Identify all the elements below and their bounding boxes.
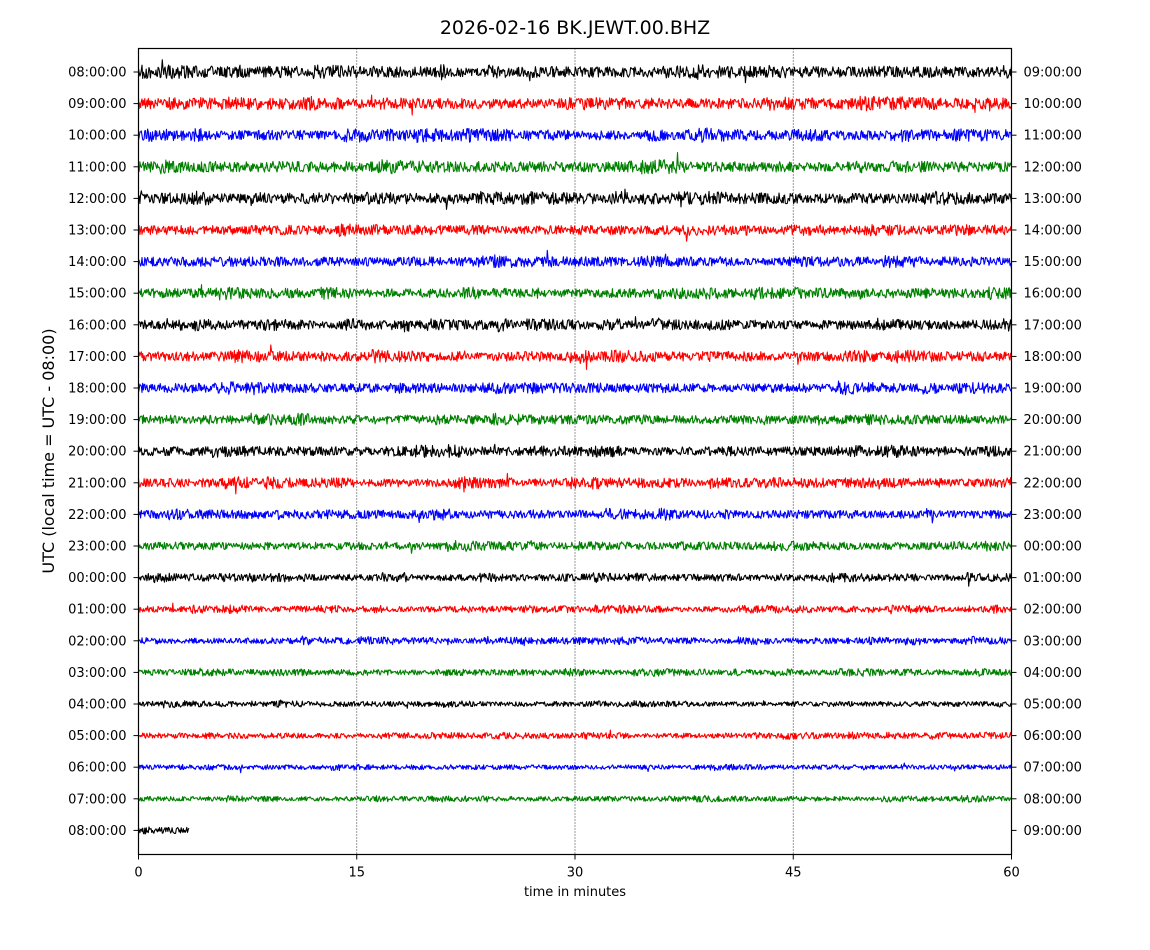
left-tick-label-21: 05:00:00 [68,729,126,744]
trace-2 [137,127,1012,144]
trace-19 [137,667,1012,677]
right-tick-label-23: 08:00:00 [1024,792,1082,807]
x-tick-label-4: 60 [1003,866,1020,881]
right-tick-label-11: 20:00:00 [1024,413,1082,428]
left-tick-label-6: 14:00:00 [68,255,126,270]
left-tick-label-20: 04:00:00 [68,698,126,713]
right-tick-label-16: 01:00:00 [1024,571,1082,586]
right-tick-label-12: 21:00:00 [1024,445,1082,460]
right-tick-label-8: 17:00:00 [1024,318,1082,333]
trace-24 [137,826,190,835]
trace-11 [137,412,1012,427]
trace-23 [137,794,1012,803]
x-tick-label-3: 45 [785,866,802,881]
right-tick-label-24: 09:00:00 [1024,824,1082,839]
right-tick-group: 09:00:00 10:00:00 11:00:00 12:00:00 13:00:00… [1011,66,1082,839]
left-tick-label-3: 11:00:00 [68,160,126,175]
right-tick-label-0: 09:00:00 [1024,66,1082,81]
left-tick-label-7: 15:00:00 [68,287,126,302]
y-axis-label: UTC (local time = UTC - 08:00) [39,328,58,573]
left-tick-label-13: 21:00:00 [68,476,126,491]
left-tick-label-22: 06:00:00 [68,761,126,776]
x-tick-label-1: 15 [348,866,365,881]
left-tick-label-23: 07:00:00 [68,792,126,807]
trace-7 [138,284,1012,301]
trace-1 [137,94,1012,116]
x-axis-label: time in minutes [524,885,626,900]
x-tick-label-2: 30 [567,866,584,881]
left-tick-label-8: 16:00:00 [68,318,126,333]
trace-16 [138,571,1012,587]
left-tick-label-14: 22:00:00 [68,508,126,523]
chart-title: 2026-02-16 BK.JEWT.00.BHZ [440,17,710,39]
x-tick-group: 0 15 30 45 60 [134,854,1020,881]
left-tick-label-24: 08:00:00 [68,824,126,839]
right-tick-label-2: 11:00:00 [1024,129,1082,144]
trace-21 [137,729,1012,740]
right-tick-label-18: 03:00:00 [1024,634,1082,649]
left-tick-label-19: 03:00:00 [68,666,126,681]
right-tick-label-10: 19:00:00 [1024,382,1082,397]
trace-20 [137,699,1012,709]
left-tick-label-10: 18:00:00 [68,382,126,397]
left-tick-label-4: 12:00:00 [68,192,126,207]
right-tick-label-1: 10:00:00 [1024,97,1082,112]
left-tick-label-9: 17:00:00 [68,350,126,365]
trace-group [137,59,1012,835]
trace-0 [137,59,1012,84]
trace-8 [138,316,1012,333]
right-tick-label-7: 16:00:00 [1024,287,1082,302]
left-tick-label-17: 01:00:00 [68,603,126,618]
left-tick-label-11: 19:00:00 [68,413,126,428]
left-tick-group: 08:00:00 09:00:00 10:00:00 11:00:00 12:00:00… [68,66,139,839]
trace-6 [138,249,1012,269]
left-tick-label-15: 23:00:00 [68,540,126,555]
right-tick-label-4: 13:00:00 [1024,192,1082,207]
right-tick-label-6: 15:00:00 [1024,255,1082,270]
right-tick-label-22: 07:00:00 [1024,761,1082,776]
left-tick-label-12: 20:00:00 [68,445,126,460]
trace-17 [137,602,1012,615]
right-tick-label-13: 22:00:00 [1024,476,1082,491]
left-tick-label-16: 00:00:00 [68,571,126,586]
trace-14 [138,507,1012,524]
right-tick-label-21: 06:00:00 [1024,729,1082,744]
right-tick-label-15: 00:00:00 [1024,540,1082,555]
trace-5 [137,223,1012,242]
right-tick-label-9: 18:00:00 [1024,350,1082,365]
trace-18 [138,635,1012,647]
trace-15 [137,539,1012,554]
trace-10 [137,380,1012,396]
trace-4 [138,188,1012,210]
left-tick-label-2: 10:00:00 [68,129,126,144]
right-tick-label-3: 12:00:00 [1024,160,1082,175]
trace-3 [137,151,1012,175]
left-tick-label-18: 02:00:00 [68,634,126,649]
trace-13 [137,472,1012,495]
right-tick-label-5: 14:00:00 [1024,224,1082,239]
right-tick-label-14: 23:00:00 [1024,508,1082,523]
left-tick-label-0: 08:00:00 [68,66,126,81]
right-tick-label-20: 05:00:00 [1024,698,1082,713]
left-tick-label-1: 09:00:00 [68,97,126,112]
right-tick-label-19: 04:00:00 [1024,666,1082,681]
trace-22 [138,762,1012,774]
trace-9 [137,344,1012,370]
trace-12 [137,443,1012,459]
x-tick-label-0: 0 [134,866,142,881]
right-tick-label-17: 02:00:00 [1024,603,1082,618]
left-tick-label-5: 13:00:00 [68,224,126,239]
